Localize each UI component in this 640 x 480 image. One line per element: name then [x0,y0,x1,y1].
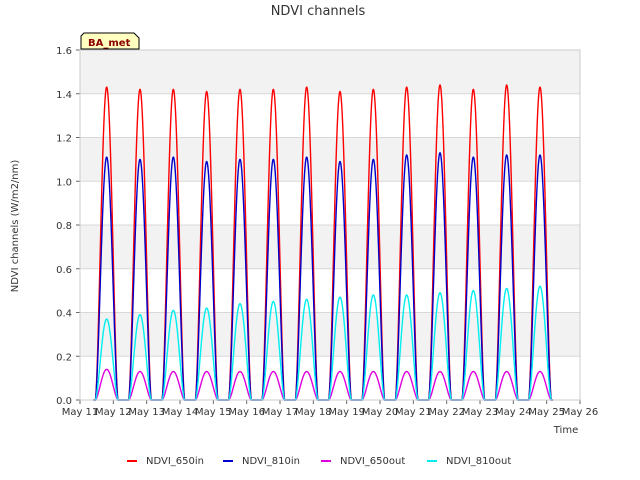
x-axis-label: Time [553,425,578,436]
band-6 [80,93,580,138]
band-4 [80,181,580,225]
band-2 [80,268,580,313]
legend-label: NDVI_650out [340,456,405,467]
y-tick-label: 1.2 [56,134,72,145]
x-tick-label: May 21 [395,407,432,418]
x-tick-label: May 13 [128,407,165,418]
x-tick-label: May 24 [495,407,532,418]
x-tick-label: May 25 [528,407,565,418]
legend-label: NDVI_650in [146,456,204,467]
y-tick-label: 1.6 [56,46,72,57]
background-bands [80,50,580,400]
badge-label: BA_met [88,38,131,49]
band-3 [80,225,580,269]
band-7 [80,50,580,94]
station-badge: BA_met [80,32,140,50]
x-tick-label: May 22 [428,407,465,418]
badge-box [80,32,140,50]
y-axis-label: NDVI channels (W/m2/nm) [10,160,21,293]
y-tick-label: 0.8 [56,221,72,232]
x-tick-label: May 20 [362,407,399,418]
y-tick-label: 1.4 [56,90,72,101]
x-tick-label: May 18 [295,407,332,418]
chart-title: NDVI channels [271,4,366,19]
y-tick-label: 0.0 [56,396,72,407]
y-tick-label: 1.0 [56,177,72,188]
x-tick-label: May 14 [162,407,199,418]
x-tick-label: May 12 [95,407,132,418]
y-tick-label: 0.2 [56,352,72,363]
y-tick-label: 0.4 [56,309,72,320]
x-tick-label: May 15 [195,407,232,418]
x-tick-label: May 17 [262,407,299,418]
band-1 [80,312,580,357]
x-tick-label: May 23 [462,407,499,418]
legend: NDVI_650in NDVI_810in NDVI_650out NDVI_810o… [127,456,511,467]
plot-frame [79,49,581,401]
y-tick-label: 0.6 [56,265,72,276]
x-tick-label: May 11 [62,407,99,418]
legend-label: NDVI_810out [446,456,511,467]
x-tick-label: May 16 [228,407,265,418]
x-tick-label: May 19 [328,407,365,418]
band-5 [80,137,580,182]
x-tick-label: May 26 [562,407,599,418]
legend-label: NDVI_810in [242,456,300,467]
